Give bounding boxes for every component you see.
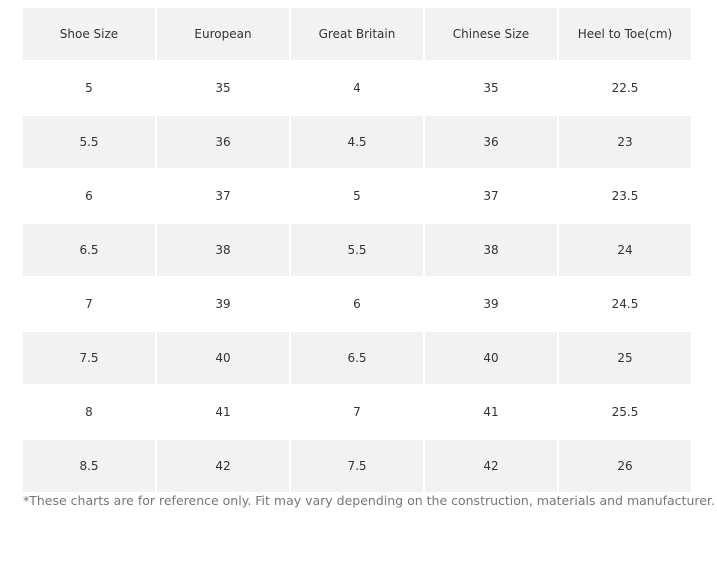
header-cell: Shoe Size (23, 8, 155, 60)
table-cell: 23 (559, 116, 691, 168)
table-cell: 38 (157, 224, 289, 276)
table-cell: 36 (425, 116, 557, 168)
table-cell: 39 (483, 297, 499, 311)
table-cell: 24.5 (611, 297, 639, 311)
table-cell: 26 (559, 440, 691, 492)
table-cell: 7 (85, 297, 93, 311)
table-cell: 4 (353, 81, 361, 95)
size-table: Shoe Size European Great Britain Chinese Si… (21, 6, 693, 494)
table-cell: 40 (425, 332, 557, 384)
table-cell: 8.5 (23, 440, 155, 492)
table-cell: 7 (353, 405, 361, 419)
table-cell: 35 (483, 81, 499, 95)
table-row: 5.5 36 4.5 36 23 (23, 116, 691, 168)
table-row: 8.5 42 7.5 42 26 (23, 440, 691, 492)
table-header: Shoe Size European Great Britain Chinese Si… (23, 8, 691, 60)
table-cell: 6 (353, 297, 361, 311)
table-cell: 24 (559, 224, 691, 276)
table-cell: 22.5 (611, 81, 639, 95)
footnote: *These charts are for reference only. Fi… (23, 493, 715, 508)
table-cell: 5.5 (291, 224, 423, 276)
table-cell: 5.5 (23, 116, 155, 168)
table-row: 8 41 7 41 25.5 (23, 386, 691, 438)
header-cell: Chinese Size (425, 8, 557, 60)
table-row: 6 37 5 37 23.5 (23, 170, 691, 222)
table-cell: 5 (353, 189, 361, 203)
table-cell: 39 (215, 297, 231, 311)
table-row: 7 39 6 39 24.5 (23, 278, 691, 330)
table-cell: 38 (425, 224, 557, 276)
table-cell: 8 (85, 405, 93, 419)
table-cell: 4.5 (291, 116, 423, 168)
table-cell: 5 (85, 81, 93, 95)
table-cell: 25.5 (611, 405, 639, 419)
header-cell: Heel to Toe(cm) (559, 8, 691, 60)
table-cell: 6.5 (291, 332, 423, 384)
table-cell: 41 (215, 405, 231, 419)
header-row: Shoe Size European Great Britain Chinese Si… (23, 8, 691, 60)
table-row: 7.5 40 6.5 40 25 (23, 332, 691, 384)
table-row: 5 35 4 35 22.5 (23, 62, 691, 114)
table-cell: 23.5 (611, 189, 639, 203)
table-body: 5 35 4 35 22.5 5.5 36 4.5 36 23 6 37 5 37 23.5 6.5 38 5.5… (23, 62, 691, 492)
table-cell: 37 (215, 189, 231, 203)
table-cell: 41 (483, 405, 499, 419)
table-cell: 7.5 (23, 332, 155, 384)
table-cell: 42 (425, 440, 557, 492)
header-cell: European (157, 8, 289, 60)
table-cell: 7.5 (291, 440, 423, 492)
table-cell: 25 (559, 332, 691, 384)
table-cell: 37 (483, 189, 499, 203)
header-cell: Great Britain (291, 8, 423, 60)
table-row: 6.5 38 5.5 38 24 (23, 224, 691, 276)
table-cell: 40 (157, 332, 289, 384)
table-cell: 6.5 (23, 224, 155, 276)
table-cell: 36 (157, 116, 289, 168)
table-cell: 42 (157, 440, 289, 492)
table-cell: 6 (85, 189, 93, 203)
table-cell: 35 (215, 81, 231, 95)
